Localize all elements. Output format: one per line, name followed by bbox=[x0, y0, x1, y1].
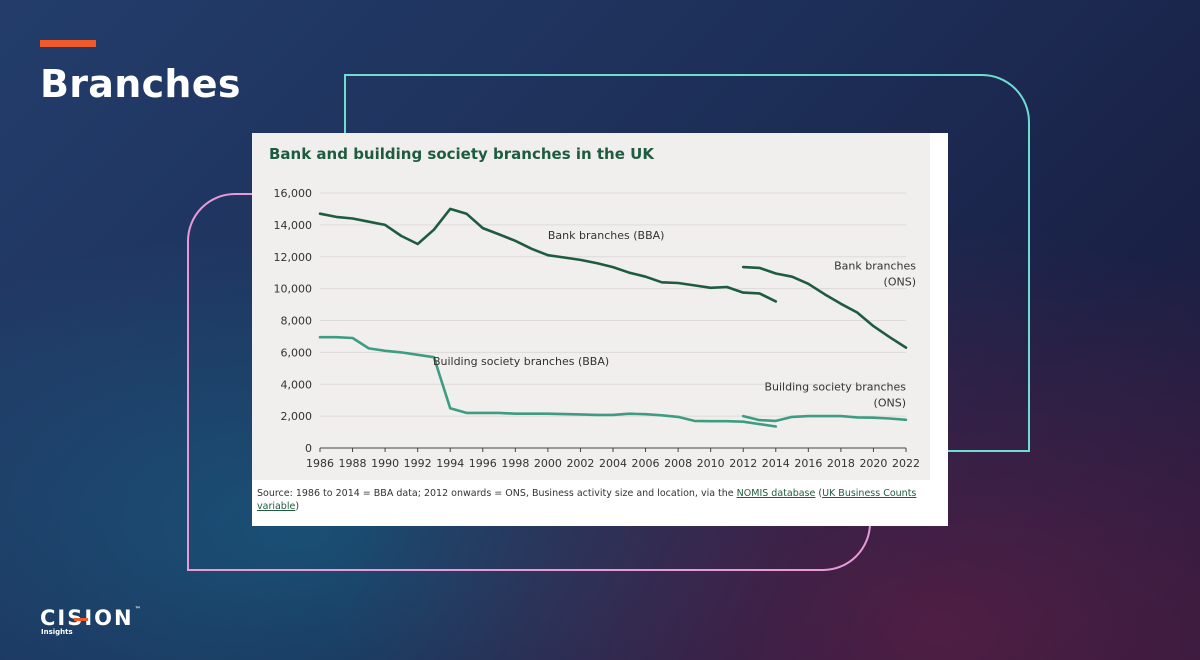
cision-logo: CISION™ Insights bbox=[40, 606, 143, 636]
page-title: Branches bbox=[40, 62, 241, 106]
x-tick-label: 1994 bbox=[436, 457, 464, 470]
x-tick-label: 1986 bbox=[306, 457, 334, 470]
logo-accent-dash bbox=[74, 618, 88, 621]
series-line-bank-branches-ons bbox=[741, 265, 908, 349]
y-tick-label: 16,000 bbox=[274, 187, 313, 200]
x-tick-label: 1996 bbox=[469, 457, 497, 470]
logo-trademark: ™ bbox=[134, 606, 143, 613]
line-chart: 0 2,000 4,000 6,000 8,000 10,000 12,000 14,000 1… bbox=[274, 187, 921, 470]
y-tick-label: 12,000 bbox=[274, 251, 313, 264]
x-tick-label: 2006 bbox=[632, 457, 660, 470]
x-tick-label: 2014 bbox=[762, 457, 790, 470]
series-label: (ONS) bbox=[884, 276, 916, 289]
x-tick-label: 1990 bbox=[371, 457, 399, 470]
x-tick-label: 2012 bbox=[729, 457, 757, 470]
x-tick-label: 2000 bbox=[534, 457, 562, 470]
x-tick-label: 2020 bbox=[859, 457, 887, 470]
source-paren-close: ) bbox=[295, 501, 300, 512]
x-tick-label: 1998 bbox=[501, 457, 529, 470]
source-text: Source: 1986 to 2014 = BBA data; 2012 on… bbox=[257, 488, 737, 499]
x-tick-label: 2010 bbox=[697, 457, 725, 470]
uk-business-counts-link[interactable]: UK Business Counts variable bbox=[257, 488, 917, 512]
series-line-building-society-branches-ons bbox=[741, 414, 908, 423]
nomis-database-link[interactable]: NOMIS database bbox=[736, 488, 816, 499]
y-tick-label: 2,000 bbox=[281, 410, 313, 423]
x-tick-label: 2018 bbox=[827, 457, 855, 470]
x-tick-label: 1992 bbox=[404, 457, 432, 470]
chart-source-note: Source: 1986 to 2014 = BBA data; 2012 on… bbox=[257, 487, 927, 513]
x-tick-label: 1988 bbox=[339, 457, 367, 470]
y-tick-label: 6,000 bbox=[281, 346, 313, 359]
title-accent-bar bbox=[40, 40, 96, 47]
logo-subtitle: Insights bbox=[41, 628, 73, 636]
x-tick-label: 2008 bbox=[664, 457, 692, 470]
series-label: Bank branches (BBA) bbox=[548, 229, 665, 242]
chart-title: Bank and building society branches in th… bbox=[269, 145, 654, 163]
y-tick-label: 14,000 bbox=[274, 219, 313, 232]
series-label: (ONS) bbox=[874, 397, 906, 410]
x-tick-label: 2016 bbox=[794, 457, 822, 470]
series-line-building-society-branches-bba bbox=[318, 335, 778, 428]
series-label: Building society branches (BBA) bbox=[433, 355, 609, 368]
y-tick-label: 10,000 bbox=[274, 283, 313, 296]
x-tick-label: 2022 bbox=[892, 457, 920, 470]
chart-area bbox=[252, 133, 930, 480]
y-tick-label: 0 bbox=[305, 442, 312, 455]
y-tick-label: 4,000 bbox=[281, 378, 313, 391]
x-tick-label: 2004 bbox=[599, 457, 627, 470]
chart-card: Bank and building society branches in th… bbox=[252, 133, 948, 526]
y-tick-label: 8,000 bbox=[281, 315, 313, 328]
series-line-bank-branches-bba bbox=[318, 207, 778, 303]
series-label: Bank branches bbox=[834, 260, 916, 273]
series-label: Building society branches bbox=[764, 381, 906, 394]
source-paren-open: ( bbox=[815, 488, 823, 499]
x-tick-label: 2002 bbox=[566, 457, 594, 470]
